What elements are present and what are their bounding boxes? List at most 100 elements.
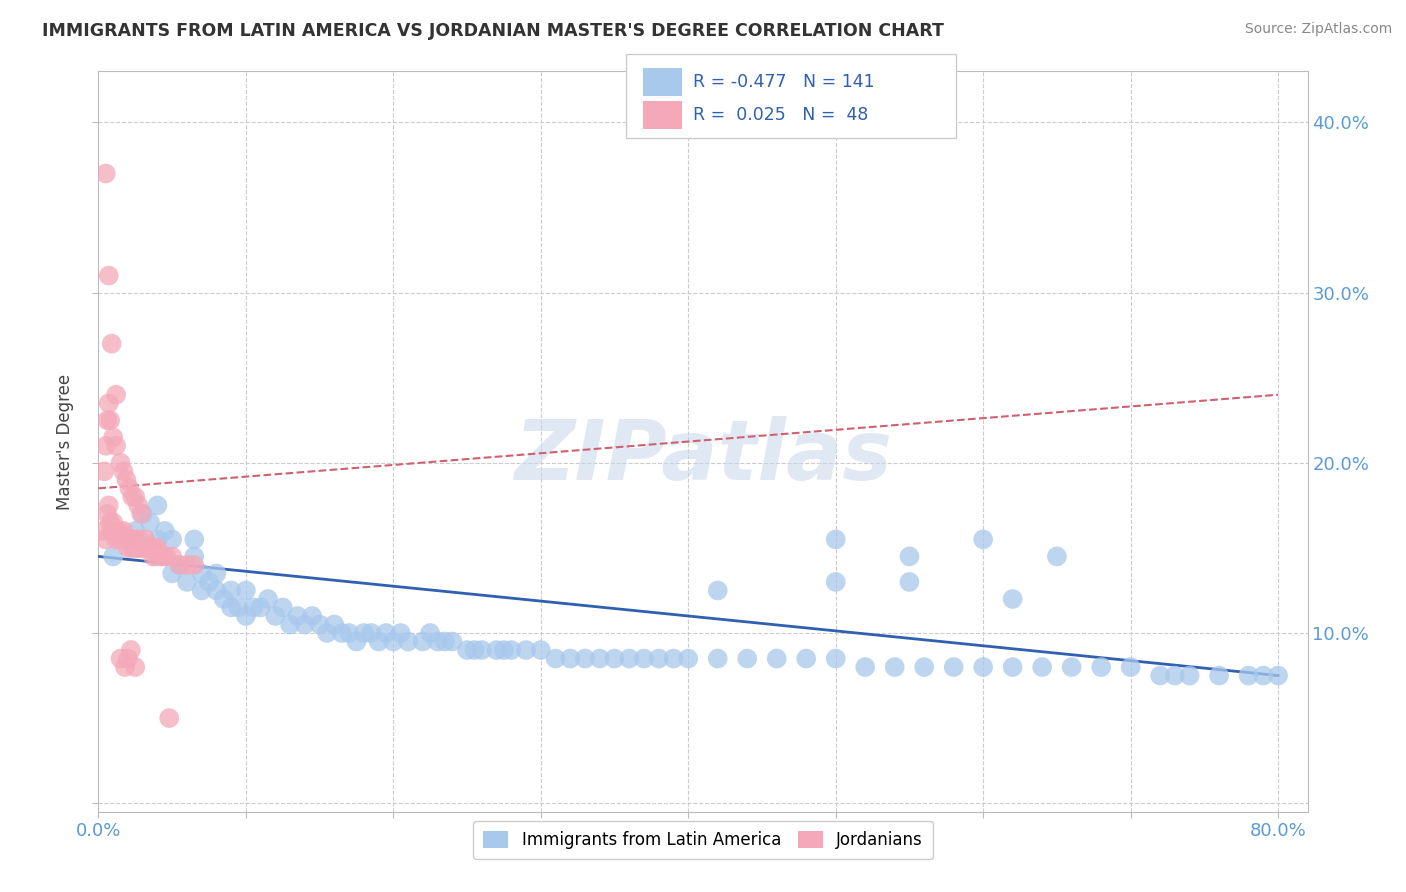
Point [115,533,138,547]
Point [883,660,905,674]
Point [412,634,434,648]
Point [330,626,353,640]
Point [114,533,136,547]
Point [433,634,456,648]
Point [160,533,183,547]
Point [972,533,994,547]
Point [96,507,118,521]
Point [118,533,141,547]
Point [142,549,165,564]
Point [134,541,156,555]
Point [105,388,128,402]
Point [112,464,135,478]
Point [131,541,153,555]
Point [235,609,257,624]
Point [101,516,124,530]
Point [107,524,129,538]
Point [183,533,205,547]
Point [128,533,150,547]
Point [91,524,114,538]
Point [136,541,159,555]
Point [146,541,169,555]
Point [100,336,122,351]
Point [353,626,375,640]
Point [294,617,316,632]
Point [278,617,301,632]
Point [122,541,145,555]
Point [212,591,235,606]
Point [117,651,139,665]
Point [124,660,146,674]
Point [824,574,846,589]
Point [1267,668,1289,682]
Point [114,660,136,674]
Point [323,617,346,632]
Text: R = -0.477   N = 141: R = -0.477 N = 141 [693,73,875,91]
Point [316,626,339,640]
Point [97,499,120,513]
Point [441,634,464,648]
Point [1001,660,1024,674]
Point [242,600,264,615]
Point [219,600,242,615]
Point [648,651,671,665]
Point [360,626,382,640]
Point [219,583,242,598]
Point [560,651,582,665]
Point [146,499,169,513]
Point [249,600,271,615]
Point [124,533,146,547]
Point [794,651,817,665]
Point [127,499,149,513]
Point [110,651,132,665]
Point [198,574,221,589]
Point [337,626,360,640]
Point [235,583,257,598]
Point [101,549,124,564]
Point [375,626,398,640]
Point [120,643,142,657]
Point [589,651,612,665]
Point [382,634,405,648]
Point [94,439,117,453]
Point [117,541,139,555]
Point [492,643,515,657]
Point [389,626,412,640]
Point [765,651,787,665]
Point [367,634,389,648]
Point [942,660,965,674]
Point [190,583,212,598]
Point [544,651,567,665]
Point [149,549,172,564]
Point [176,558,198,572]
Point [396,634,419,648]
Point [96,413,118,427]
Point [574,651,596,665]
Text: ZIPatlas: ZIPatlas [515,416,891,497]
Point [824,533,846,547]
Point [141,541,163,555]
Point [125,541,148,555]
Point [190,566,212,581]
Point [706,651,728,665]
Text: R =  0.025   N =  48: R = 0.025 N = 48 [693,106,869,124]
Point [228,600,250,615]
Point [104,524,127,538]
Point [118,481,141,495]
Point [152,549,174,564]
Text: Source: ZipAtlas.com: Source: ZipAtlas.com [1244,22,1392,37]
Point [153,524,176,538]
Point [1060,660,1083,674]
Point [145,549,167,564]
Point [115,473,138,487]
Point [169,558,191,572]
Point [1090,660,1112,674]
Point [127,541,149,555]
Point [160,566,183,581]
Point [97,268,120,283]
Point [662,651,685,665]
Point [257,591,280,606]
Point [301,609,323,624]
Point [110,533,132,547]
Point [117,533,139,547]
